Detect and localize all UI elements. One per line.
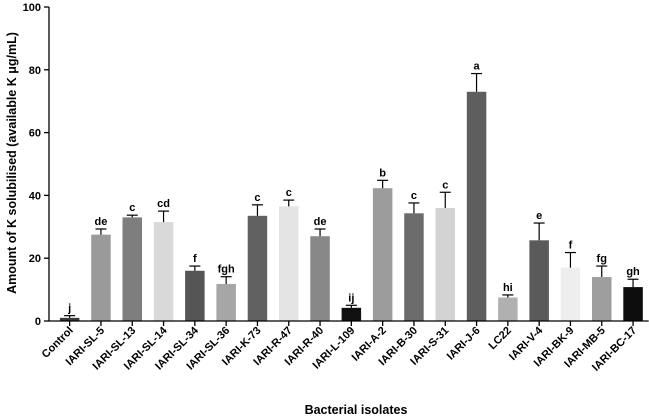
significance-label: f — [193, 253, 197, 265]
significance-label: c — [411, 190, 417, 202]
bar — [216, 283, 236, 321]
significance-label: a — [473, 61, 480, 73]
significance-label: ij — [348, 292, 354, 304]
significance-label: e — [536, 210, 542, 222]
significance-label: de — [95, 216, 108, 228]
bar — [498, 297, 518, 321]
significance-label: b — [379, 167, 386, 179]
bar — [341, 307, 362, 321]
significance-label: de — [314, 216, 327, 228]
significance-labels-group: j de c cd f fgh c c de ij b c c a hi e f fg gh — [67, 61, 640, 315]
category-label: LC22 — [486, 325, 514, 353]
bar — [529, 240, 549, 321]
category-label: IARI-J-6 — [445, 325, 483, 363]
significance-label: c — [129, 202, 135, 214]
bar — [247, 215, 268, 321]
y-axis-title: Amount of K solubilised (available K μg/… — [5, 32, 19, 294]
x-axis — [49, 320, 649, 326]
y-tick-label: 60 — [29, 128, 41, 140]
x-axis-title: Bacterial isolates — [305, 403, 408, 417]
bars-group — [59, 91, 643, 321]
bar — [592, 277, 612, 321]
significance-label: c — [286, 187, 292, 199]
bar — [153, 222, 174, 321]
bar — [404, 213, 424, 321]
significance-label: gh — [626, 266, 640, 278]
y-tick-label: 20 — [29, 253, 41, 265]
bar — [59, 317, 80, 321]
significance-label: j — [67, 303, 71, 315]
bar — [466, 91, 487, 321]
bar — [560, 267, 581, 321]
significance-label: c — [254, 192, 260, 204]
significance-label: c — [442, 179, 448, 191]
bar — [310, 236, 330, 321]
bar — [91, 234, 111, 321]
bar — [279, 206, 299, 321]
significance-label: cd — [157, 198, 170, 210]
y-axis: 0 20 40 60 80 100 — [23, 2, 50, 328]
significance-label: fgh — [218, 264, 235, 276]
bar — [122, 217, 142, 321]
bar — [623, 287, 643, 321]
significance-label: f — [569, 240, 573, 252]
y-tick-label: 0 — [35, 316, 41, 328]
y-tick-label: 100 — [23, 2, 41, 14]
category-labels-group: ControlIARI-SL-5IARI-SL-13IARI-SL-14IARI… — [40, 324, 640, 374]
bar — [185, 270, 205, 321]
bar — [372, 188, 393, 321]
significance-label: fg — [597, 253, 607, 265]
bar — [435, 207, 455, 321]
significance-label: hi — [503, 282, 513, 294]
error-bars-group — [64, 72, 639, 318]
y-tick-label: 80 — [29, 65, 41, 77]
y-tick-label: 40 — [29, 190, 41, 202]
